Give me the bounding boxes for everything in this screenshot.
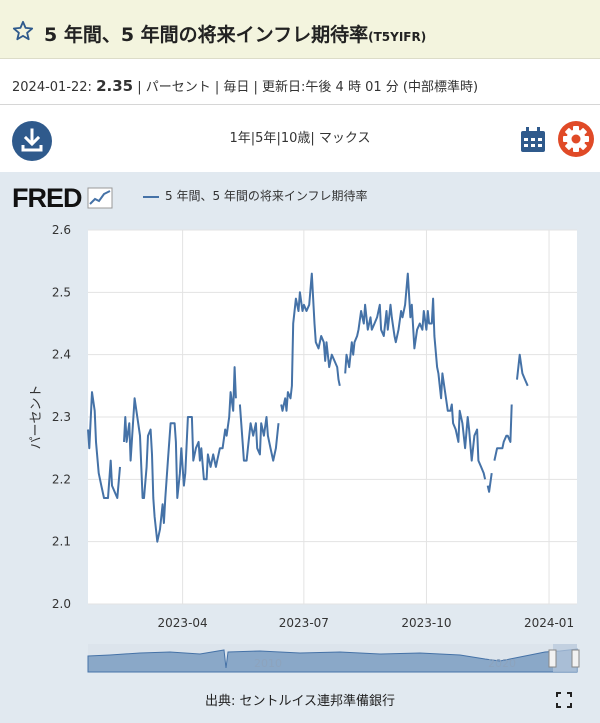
y-tick-label: 2.6 [52,223,71,237]
legend: 5 年間、5 年間の将来インフレ期待率 [143,187,368,204]
navigator-label-2010: 2010 [254,657,282,670]
x-tick-label: 2023-04 [158,616,208,630]
fred-logo-text: FRED [12,183,82,213]
observation-details: | パーセント | 毎日 | 更新日:午後 4 時 01 分 (中部標準時) [133,80,479,95]
series-line-segment [280,272,341,412]
download-icon [21,128,43,152]
navigator-handle-right[interactable] [571,649,580,668]
observation-value: 2.35 [96,77,134,95]
series-id: (T5YIFR) [368,30,427,44]
series-line-segment [123,366,237,543]
fullscreen-icon[interactable] [556,692,572,708]
range-selector: 1年|5年|10歳| マックス [229,131,371,146]
y-tick-label: 2.3 [52,410,71,424]
source-text: 出典: セントルイス連邦準備銀行 [204,694,396,709]
download-button[interactable] [12,121,52,161]
series-line-segment [493,404,513,461]
y-tick-label: 2.4 [52,348,71,362]
series-title: 5 年間、5 年間の将来インフレ期待率 [44,24,369,46]
settings-button[interactable] [558,121,594,157]
navigator-handle-left[interactable] [548,649,557,668]
grid [88,229,577,605]
observation-date: 2024-01-22: [12,80,92,95]
navigator-label-2020: 2020 [488,657,516,670]
title-bar: 5 年間、5 年間の将来インフレ期待率(T5YIFR) [0,0,600,59]
y-axis: 2.0 2.1 2.2 2.3 2.4 2.5 2.6 [52,223,71,611]
y-axis-label: パーセント [29,384,44,449]
y-tick-label: 2.0 [52,597,71,611]
series-line-segment [486,472,493,493]
observation-meta: 2024-01-22: 2.35 | パーセント | 毎日 | 更新日:午後 4… [12,76,478,95]
y-tick-label: 2.1 [52,535,71,549]
series-line-segment [238,404,280,462]
x-axis: 2023-04 2023-07 2023-10 2024-01 [158,616,575,630]
range-10y[interactable]: 10歳 [280,131,311,146]
x-tick-label: 2023-10 [401,616,451,630]
divider [0,104,600,105]
x-tick-label: 2024-01 [524,616,574,630]
y-tick-label: 2.5 [52,285,71,299]
legend-swatch [143,195,159,198]
fred-logo: FRED [12,183,113,213]
calendar-button[interactable] [519,126,547,154]
range-max[interactable]: マックス [318,131,371,146]
gear-icon [563,126,589,152]
star-icon[interactable] [12,20,34,42]
series-line-segment [344,272,487,480]
x-tick-label: 2023-07 [279,616,329,630]
series-line-segment [87,391,121,499]
page-title: 5 年間、5 年間の将来インフレ期待率(T5YIFR) [44,20,426,47]
legend-label: 5 年間、5 年間の将来インフレ期待率 [165,189,368,203]
series-lines [87,272,529,543]
calendar-icon [521,127,545,152]
series-line-segment [516,353,529,387]
range-5y[interactable]: 5年 [255,131,277,146]
y-tick-label: 2.2 [52,472,71,486]
range-1y[interactable]: 1年 [229,131,251,146]
fred-chart-icon [87,187,113,209]
